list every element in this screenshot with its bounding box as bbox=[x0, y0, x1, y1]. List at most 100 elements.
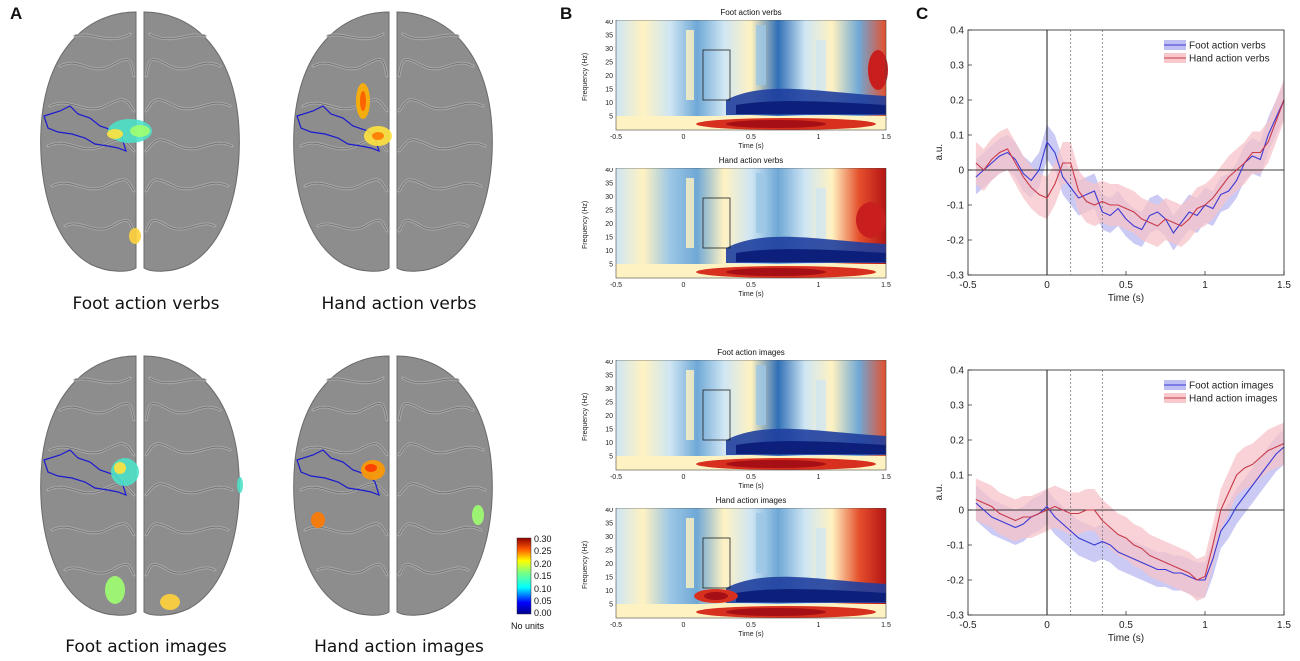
xtick-label: 1 bbox=[1202, 280, 1208, 291]
tf-title: Hand action verbs bbox=[718, 156, 784, 165]
activation-blob bbox=[160, 594, 180, 610]
tf-ytick: 20 bbox=[605, 221, 613, 228]
ytick-label: 0.3 bbox=[950, 61, 964, 72]
tf-xlabel: Time (s) bbox=[738, 291, 763, 298]
colorbar-tick: 0.00 bbox=[534, 608, 552, 618]
tf-xtick: 0.5 bbox=[746, 282, 756, 289]
tf-ytick: 10 bbox=[605, 588, 613, 595]
tf-ytick: 25 bbox=[605, 60, 613, 67]
tf-xlabel: Time (s) bbox=[738, 483, 763, 490]
xtick-label: 1.5 bbox=[1277, 280, 1291, 291]
activation-blob bbox=[111, 458, 139, 486]
ytick-label: 0.4 bbox=[950, 26, 964, 37]
series-line-0 bbox=[975, 446, 1285, 581]
tf-map: 40 35 30 25 20 15 10 5 -0.5 0 0.5 1 1.5 Time (s) Frequ… bbox=[582, 508, 891, 638]
tf-ytick: 15 bbox=[605, 235, 613, 242]
brain-caption-hand-images: Hand action images bbox=[314, 637, 484, 657]
tf-xtick: 0.5 bbox=[746, 622, 756, 629]
tf-xtick: 1.5 bbox=[881, 474, 891, 481]
y-axis-label: a.u. bbox=[934, 144, 945, 161]
tf-xtick: 0.5 bbox=[746, 474, 756, 481]
tf-xtick: 0.5 bbox=[746, 134, 756, 141]
tf-ytick: 10 bbox=[605, 248, 613, 255]
brain-1 bbox=[30, 6, 245, 276]
colorbar-tick: 0.15 bbox=[534, 571, 552, 581]
ytick-label: -0.1 bbox=[947, 541, 965, 552]
activation-blob bbox=[237, 477, 243, 493]
x-axis-label: Time (s) bbox=[1108, 293, 1144, 304]
colorbar-unit: No units bbox=[511, 621, 545, 631]
brain-drawing bbox=[293, 11, 493, 272]
tf-ytick: 20 bbox=[605, 73, 613, 80]
analysis-window bbox=[702, 197, 731, 249]
colorbar-gradient bbox=[516, 537, 532, 615]
tf-xtick: 1 bbox=[817, 474, 821, 481]
tf-title: Foot action images bbox=[717, 348, 785, 357]
activation-blob bbox=[130, 125, 150, 137]
ytick-label: -0.3 bbox=[947, 271, 965, 282]
brain-drawing bbox=[293, 355, 493, 616]
tf-xtick: 1.5 bbox=[881, 134, 891, 141]
series-line-1 bbox=[975, 442, 1285, 581]
series-line-1 bbox=[975, 99, 1285, 227]
xtick-label: 0 bbox=[1044, 280, 1050, 291]
xtick-label: 0.5 bbox=[1119, 620, 1133, 631]
ytick-label: 0.3 bbox=[950, 401, 964, 412]
brain-3 bbox=[30, 350, 245, 620]
tf-ytick: 35 bbox=[605, 181, 613, 188]
tf-xtick: -0.5 bbox=[610, 282, 622, 289]
brain-caption-hand-verbs: Hand action verbs bbox=[321, 294, 477, 314]
tf-ytick: 30 bbox=[605, 46, 613, 53]
y-axis-label: a.u. bbox=[934, 484, 945, 501]
colorbar-tick: 0.30 bbox=[534, 534, 552, 544]
ytick-label: 0.1 bbox=[950, 471, 964, 482]
activation-blob bbox=[360, 91, 366, 111]
tf-ytick: 5 bbox=[609, 114, 613, 121]
tf-xtick: 1.5 bbox=[881, 622, 891, 629]
tf-ylabel: Frequency (Hz) bbox=[582, 201, 589, 249]
ytick-label: -0.1 bbox=[947, 201, 965, 212]
tf-ytick: 10 bbox=[605, 100, 613, 107]
roi-outline bbox=[43, 105, 127, 152]
xtick-label: -0.5 bbox=[959, 280, 977, 291]
tf-title: Foot action verbs bbox=[720, 8, 782, 17]
tf-ytick: 40 bbox=[605, 360, 613, 366]
tf-xtick: 0 bbox=[682, 622, 686, 629]
xtick-label: 1 bbox=[1202, 620, 1208, 631]
ytick-label: -0.2 bbox=[947, 576, 965, 587]
brain-drawing bbox=[40, 11, 240, 272]
tf-ytick: 30 bbox=[605, 194, 613, 201]
series-band-1 bbox=[975, 79, 1284, 247]
xtick-label: 0 bbox=[1044, 620, 1050, 631]
tf-ytick: 40 bbox=[605, 168, 613, 174]
tf-map: 40 35 30 25 20 15 10 5 -0.5 0 0.5 1 1.5 Time (s) Frequ… bbox=[582, 168, 891, 298]
activation-blob bbox=[114, 462, 126, 474]
panel-label-a: A bbox=[10, 4, 23, 23]
tf-ytick: 30 bbox=[605, 386, 613, 393]
tf-ytick: 25 bbox=[605, 208, 613, 215]
tf-xtick: 0 bbox=[682, 474, 686, 481]
colorbar-tick: 0.05 bbox=[534, 596, 552, 606]
tf-ylabel: Frequency (Hz) bbox=[582, 53, 589, 101]
legend-label: Hand action images bbox=[1189, 394, 1277, 405]
activation-blob bbox=[105, 576, 125, 604]
series-band-1 bbox=[975, 422, 1284, 601]
line-plot-images: 0.4 0.3 0.2 0.1 0 -0.1 -0.2 -0.3-0.5 0 0.5 1 1.5 Tim… bbox=[934, 366, 1291, 645]
tf-title: Hand action images bbox=[715, 496, 787, 505]
roi-outline bbox=[296, 105, 380, 152]
colorbar-tick: 0.25 bbox=[534, 546, 552, 556]
tf-xtick: 1 bbox=[817, 282, 821, 289]
panel-label-c: C bbox=[916, 4, 929, 23]
tf-ytick: 35 bbox=[605, 521, 613, 528]
brain-4 bbox=[283, 350, 498, 620]
tf-ytick: 5 bbox=[609, 454, 613, 461]
tf-ytick: 25 bbox=[605, 400, 613, 407]
tf-xtick: -0.5 bbox=[610, 134, 622, 141]
tf-ytick: 15 bbox=[605, 427, 613, 434]
tf-xtick: 0 bbox=[682, 134, 686, 141]
ytick-label: 0.2 bbox=[950, 436, 964, 447]
tf-ylabel: Frequency (Hz) bbox=[582, 541, 589, 589]
brain-caption-foot-verbs: Foot action verbs bbox=[72, 294, 220, 314]
tf-ytick: 10 bbox=[605, 440, 613, 447]
tf-ytick: 5 bbox=[609, 602, 613, 609]
